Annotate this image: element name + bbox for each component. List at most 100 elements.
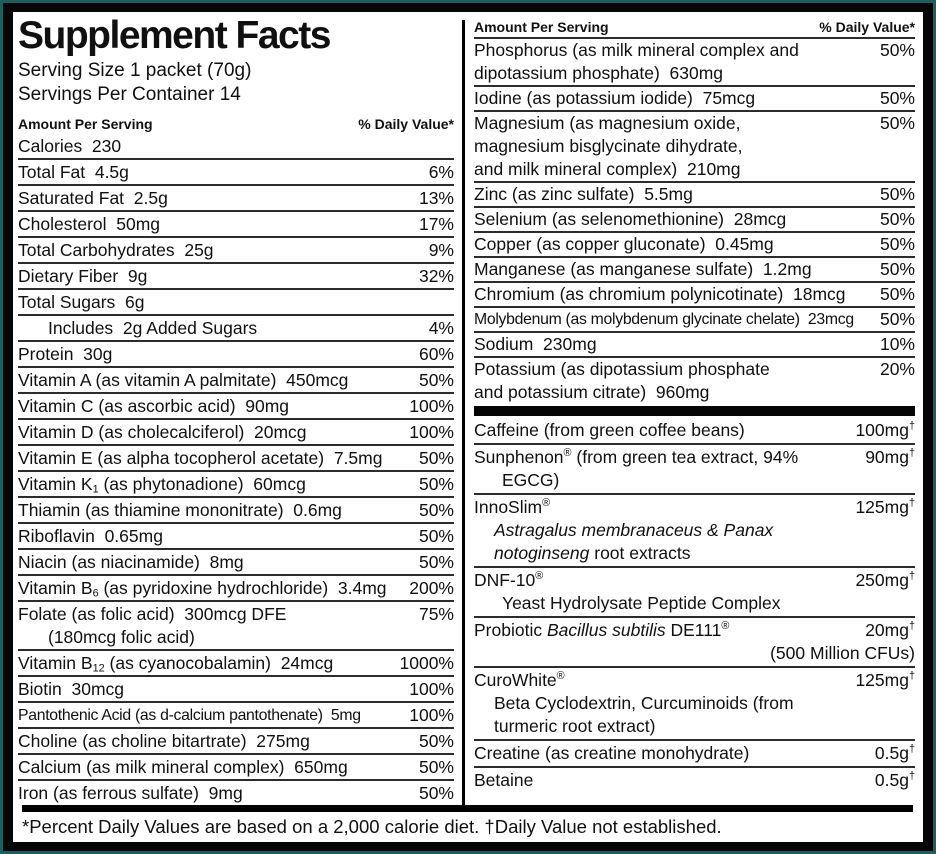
- row-extra-line: notoginseng root extracts: [474, 542, 915, 565]
- text-part: 50%: [418, 552, 454, 572]
- text-part: ®: [721, 620, 730, 633]
- row-label: Choline (as choline bitartrate) 275mg: [18, 730, 413, 753]
- text-part: 10%: [879, 334, 915, 354]
- amount-per-serving-header: Amount Per Serving: [474, 19, 609, 35]
- amount-per-serving-header: Amount Per Serving: [18, 116, 153, 132]
- row-label: Cholesterol 50mg: [18, 213, 413, 236]
- row-extra-line: dipotassium phosphate) 630mg: [474, 62, 915, 85]
- text-part: Chromium (as chromium polynicotinate) 18…: [474, 284, 846, 304]
- table-row: Saturated Fat 2.5g 13%: [18, 186, 454, 212]
- row-extra-line: Beta Cyclodextrin, Curcuminoids (from: [474, 692, 915, 715]
- text-part: 20mg: [865, 620, 909, 640]
- text-part: 9%: [428, 240, 454, 260]
- text-part: ®: [535, 570, 544, 583]
- row-value: 50%: [413, 525, 454, 548]
- table-row: Potassium (as dipotassium phosphate 20% an…: [474, 358, 915, 404]
- row-label: Magnesium (as magnesium oxide,: [474, 112, 874, 135]
- text-part: 1000%: [399, 653, 455, 673]
- text-part: CuroWhite: [474, 670, 557, 690]
- row-value: 100mg†: [849, 419, 915, 442]
- text-part: 50%: [418, 783, 454, 803]
- text-part: (as phytonadione) 60mcg: [98, 474, 306, 494]
- row-label: Total Carbohydrates 25g: [18, 239, 423, 262]
- text-part: Selenium (as selenomethionine) 28mcg: [474, 209, 787, 229]
- text-part: Iodine (as potassium iodide) 75mcg: [474, 88, 756, 108]
- row-value: 10%: [874, 333, 915, 356]
- row-label: Includes 2g Added Sugars: [18, 317, 423, 340]
- text-part: Vitamin B: [18, 578, 93, 598]
- table-row: Cholesterol 50mg 17%: [18, 212, 454, 238]
- text-part: †: [908, 570, 915, 583]
- row-label: Sodium 230mg: [474, 333, 874, 356]
- row-value: 125mg†: [849, 669, 915, 692]
- servings-per-container: Servings Per Container 14: [18, 84, 241, 105]
- text-part: 100%: [409, 396, 454, 416]
- text-part: Beta Cyclodextrin, Curcuminoids (from: [494, 693, 794, 713]
- footnote: *Percent Daily Values are based on a 2,0…: [22, 816, 722, 837]
- supplement-facts-panel: Supplement Facts Serving Size 1 packet (…: [13, 12, 923, 842]
- text-part: 50%: [418, 474, 454, 494]
- row-label: Biotin 30mcg: [18, 678, 403, 701]
- other-ingredients-table: Caffeine (from green coffee beans) 100mg†…: [474, 418, 915, 793]
- row-value: 125mg†: [849, 496, 915, 519]
- row-label: Vitamin B6 (as pyridoxine hydrochloride)…: [18, 577, 403, 600]
- text-part: 100%: [409, 679, 454, 699]
- daily-value-header: % Daily Value*: [358, 116, 454, 132]
- row-value: 6%: [423, 161, 454, 184]
- row-value: 50%: [413, 499, 454, 522]
- text-part: Vitamin E (as alpha tocopherol acetate) …: [18, 448, 383, 468]
- column-divider: [462, 20, 465, 805]
- text-part: 100%: [409, 705, 454, 725]
- right-column: Amount Per Serving % Daily Value* Phosph…: [465, 15, 917, 805]
- text-part: 0.5g: [874, 770, 909, 790]
- text-part: Dietary Fiber 9g: [18, 266, 148, 286]
- text-part: Vitamin A (as vitamin A palmitate) 450mc…: [18, 370, 349, 390]
- table-row: Molybdenum (as molybdenum glycinate chel…: [474, 308, 915, 333]
- row-extra-line: Astragalus membranaceus & Panax: [474, 519, 915, 542]
- row-label: Manganese (as manganese sulfate) 1.2mg: [474, 258, 874, 281]
- text-part: Creatine (as creatine monohydrate): [474, 743, 750, 763]
- text-part: dipotassium phosphate) 630mg: [474, 63, 724, 83]
- table-row: Total Carbohydrates 25g 9%: [18, 238, 454, 264]
- text-part: DE111: [665, 620, 722, 640]
- row-label: Saturated Fat 2.5g: [18, 187, 413, 210]
- row-label: Vitamin K1 (as phytonadione) 60mcg: [18, 473, 413, 496]
- row-label: Vitamin C (as ascorbic acid) 90mg: [18, 395, 403, 418]
- text-part: Astragalus membranaceus & Panax: [494, 520, 774, 540]
- table-row: Iron (as ferrous sulfate) 9mg 50%: [18, 781, 454, 805]
- table-row: Caffeine (from green coffee beans) 100mg†: [474, 418, 915, 445]
- text-part: turmeric root extract): [494, 716, 656, 736]
- text-part: Total Sugars 6g: [18, 292, 145, 312]
- row-label: Total Fat 4.5g: [18, 161, 423, 184]
- text-part: 50%: [879, 88, 915, 108]
- table-row: Riboflavin 0.65mg 50%: [18, 524, 454, 550]
- row-label: InnoSlim®: [474, 496, 849, 519]
- row-extra-line: (180mcg folic acid): [18, 626, 454, 649]
- table-row: Pantothenic Acid (as d-calcium pantothen…: [18, 703, 454, 729]
- row-extra-line: and potassium citrate) 960mg: [474, 381, 915, 404]
- panel-title: Supplement Facts: [18, 15, 331, 57]
- text-part: Folate (as folic acid) 300mcg DFE: [18, 604, 287, 624]
- text-part: 50%: [879, 234, 915, 254]
- row-value: 17%: [413, 213, 454, 236]
- serving-size: Serving Size 1 packet (70g): [18, 60, 252, 81]
- text-part: 200%: [409, 578, 454, 598]
- text-part: Magnesium (as magnesium oxide,: [474, 113, 741, 133]
- text-part: Choline (as choline bitartrate) 275mg: [18, 731, 310, 751]
- table-row: Vitamin B6 (as pyridoxine hydrochloride)…: [18, 576, 454, 602]
- table-row: Protein 30g 60%: [18, 342, 454, 368]
- text-part: Phosphorus (as milk mineral complex and: [474, 40, 799, 60]
- text-part: †: [908, 497, 915, 510]
- text-part: 125mg: [855, 497, 909, 517]
- row-extra-line: EGCG): [474, 469, 915, 492]
- text-part: Molybdenum (as molybdenum glycinate chel…: [474, 311, 854, 328]
- text-part: Protein 30g: [18, 344, 113, 364]
- table-row: CuroWhite® 125mg† Beta Cyclodextrin, Curcu…: [474, 668, 915, 741]
- table-row: DNF-10® 250mg† Yeast Hydrolysate Peptide C…: [474, 568, 915, 618]
- text-part: Includes 2g Added Sugars: [48, 318, 258, 338]
- text-part: Vitamin K: [18, 474, 93, 494]
- footer-rule: [22, 805, 913, 812]
- table-row: Zinc (as zinc sulfate) 5.5mg 50%: [474, 183, 915, 208]
- table-row: Iodine (as potassium iodide) 75mcg 50%: [474, 87, 915, 112]
